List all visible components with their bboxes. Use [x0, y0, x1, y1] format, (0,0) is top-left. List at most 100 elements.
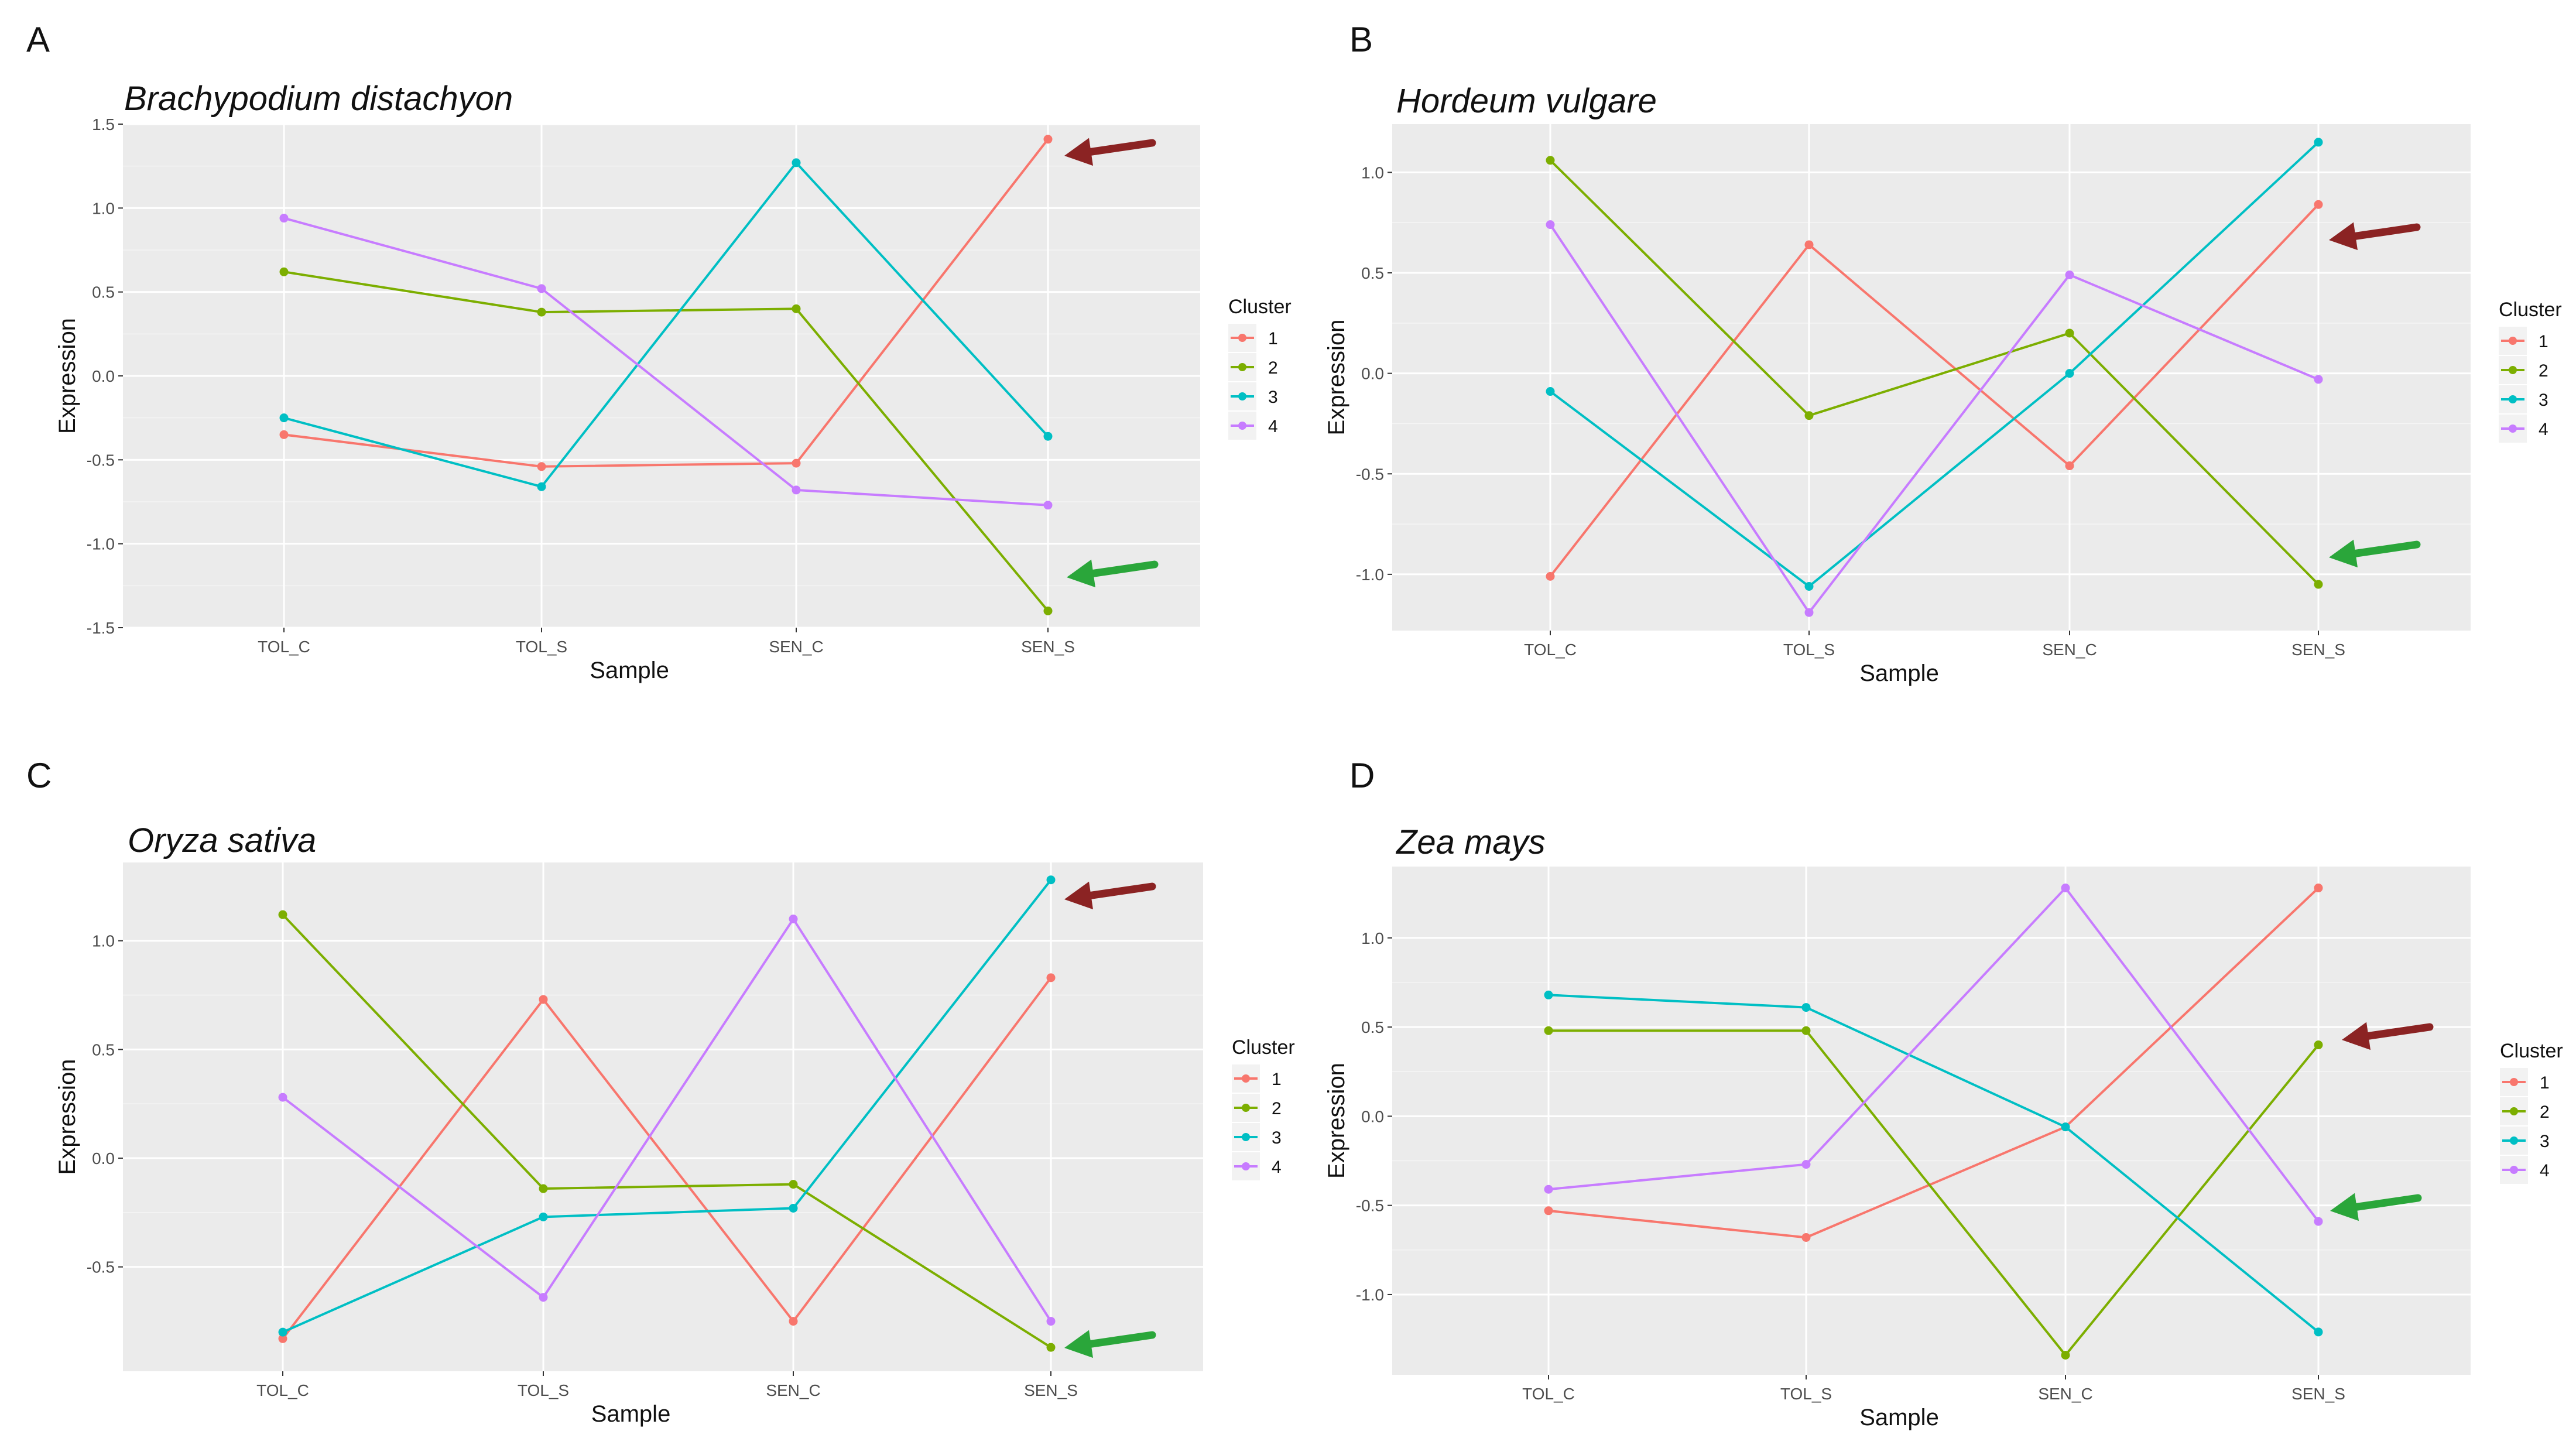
series-line-cluster-4 [283, 217, 1049, 506]
legend-title: Cluster [2500, 1040, 2563, 1062]
legend-key-point [2510, 1166, 2518, 1174]
legend: Cluster 1 2 3 4 [1228, 296, 1292, 440]
data-point-cluster-1 [2314, 200, 2323, 209]
legend-key-point [2509, 395, 2517, 403]
legend-key-point [1238, 422, 1246, 430]
data-point-cluster-4 [537, 284, 546, 293]
data-point-cluster-4 [789, 915, 798, 924]
x-tick-label: SEN_C [769, 638, 823, 656]
data-point-cluster-2 [539, 1184, 548, 1193]
data-point-cluster-1 [1546, 571, 1555, 581]
y-tick-label: 0.0 [92, 1149, 115, 1168]
data-point-cluster-2 [2065, 328, 2074, 338]
y-tick-label: 0.0 [1361, 1107, 1384, 1125]
data-point-cluster-1 [1043, 135, 1053, 144]
data-point-cluster-2 [1046, 1343, 1056, 1352]
data-point-cluster-4 [1046, 1317, 1056, 1326]
data-point-cluster-3 [2061, 1122, 2070, 1132]
y-tick-label: -1.5 [87, 619, 115, 637]
series-line-cluster-3 [1548, 994, 2320, 1333]
panel-letter: B [1349, 20, 1373, 59]
panel-a: A Brachypodium distachyon -1.5 -1.0 -0.5 0.0 0… [26, 20, 1292, 683]
legend-key-point [2510, 1107, 2518, 1115]
annotation-arrow [2330, 1193, 2422, 1221]
x-axis-label: Sample [590, 658, 669, 683]
series-line-cluster-2 [283, 271, 1049, 612]
data-point-cluster-2 [537, 307, 546, 317]
data-point-cluster-3 [2314, 1327, 2323, 1337]
annotation-arrow [2329, 539, 2421, 568]
legend-label: 4 [1268, 417, 1278, 436]
chart-title: Oryza sativa [128, 821, 316, 860]
x-axis-label: Sample [591, 1401, 671, 1427]
legend-key-point [2509, 366, 2517, 374]
legend-label: 3 [1272, 1128, 1282, 1148]
x-tick-label: SEN_S [1021, 638, 1075, 656]
series-line-cluster-1 [1549, 203, 2320, 577]
data-point-cluster-4 [1546, 220, 1555, 230]
x-tick-label: TOL_S [516, 638, 567, 656]
data-point-cluster-4 [1043, 501, 1053, 510]
y-axis-label: Expression [54, 1059, 80, 1175]
y-tick-label: 0.0 [92, 367, 115, 385]
legend-key-point [1242, 1104, 1250, 1112]
y-tick-label: 1.0 [1361, 163, 1384, 182]
annotation-arrow [1067, 559, 1159, 588]
plot-background [1392, 867, 2471, 1375]
data-point-cluster-2 [279, 267, 289, 276]
y-tick-label: -1.0 [1356, 1286, 1384, 1304]
data-point-cluster-4 [539, 1293, 548, 1302]
legend-label: 3 [2539, 391, 2548, 410]
data-point-cluster-4 [1544, 1184, 1553, 1194]
y-tick-label: -1.0 [1356, 566, 1384, 584]
series-line-cluster-3 [1549, 141, 2320, 588]
data-point-cluster-3 [1546, 387, 1555, 396]
chart-title: Brachypodium distachyon [124, 80, 513, 118]
y-tick-label: 1.0 [1361, 929, 1384, 947]
legend-label: 1 [2539, 332, 2548, 351]
data-point-cluster-3 [1046, 875, 1056, 885]
chart-title: Hordeum vulgare [1396, 82, 1657, 120]
y-tick-label: 1.5 [92, 115, 115, 133]
data-point-cluster-3 [2065, 369, 2074, 378]
x-tick-label: SEN_C [766, 1381, 820, 1399]
y-axis-label: Expression [54, 318, 80, 434]
x-tick-label: SEN_S [2291, 1385, 2345, 1403]
legend-title: Cluster [1228, 296, 1292, 318]
legend-label: 3 [2540, 1132, 2550, 1151]
y-tick-label: -1.0 [87, 535, 115, 553]
data-point-cluster-3 [789, 1203, 798, 1213]
data-point-cluster-4 [278, 1093, 287, 1102]
data-point-cluster-3 [279, 413, 289, 423]
panel-d: D Zea mays -1.0 -0.5 0.0 0.5 1.0 TOL_C TOL_S SEN_… [1324, 756, 2563, 1430]
legend-key-point [2509, 424, 2517, 433]
y-axis-label: Expression [1324, 320, 1349, 436]
series-line-cluster-4 [1549, 224, 2319, 614]
y-tick-label: 1.0 [92, 932, 115, 950]
data-point-cluster-2 [1804, 411, 1814, 420]
legend-label: 4 [1272, 1158, 1282, 1177]
legend-key-point [1242, 1133, 1250, 1141]
legend-label: 4 [2540, 1161, 2550, 1180]
data-point-cluster-1 [1046, 973, 1056, 982]
legend-key-point [2510, 1078, 2518, 1086]
legend-title: Cluster [1232, 1036, 1295, 1059]
series-line-cluster-3 [282, 879, 1052, 1333]
legend-label: 2 [1268, 358, 1278, 378]
legend-label: 2 [2540, 1103, 2550, 1122]
x-tick-label: TOL_S [1783, 641, 1835, 659]
data-point-cluster-3 [1544, 990, 1553, 999]
data-point-cluster-4 [792, 485, 801, 495]
legend-label: 2 [1272, 1099, 1282, 1118]
data-point-cluster-2 [1801, 1026, 1811, 1035]
series-line-cluster-2 [1549, 159, 2320, 586]
data-point-cluster-4 [2314, 375, 2323, 384]
annotation-arrow [1064, 1330, 1156, 1358]
y-tick-label: 0.5 [1361, 264, 1384, 282]
legend-label: 3 [1268, 388, 1278, 407]
panel-b: B Hordeum vulgare -1.0 -0.5 0.0 0.5 1.0 TOL_C TO… [1324, 20, 2562, 686]
legend-label: 1 [1268, 329, 1278, 348]
data-point-cluster-1 [792, 458, 801, 468]
data-point-cluster-4 [1804, 608, 1814, 617]
